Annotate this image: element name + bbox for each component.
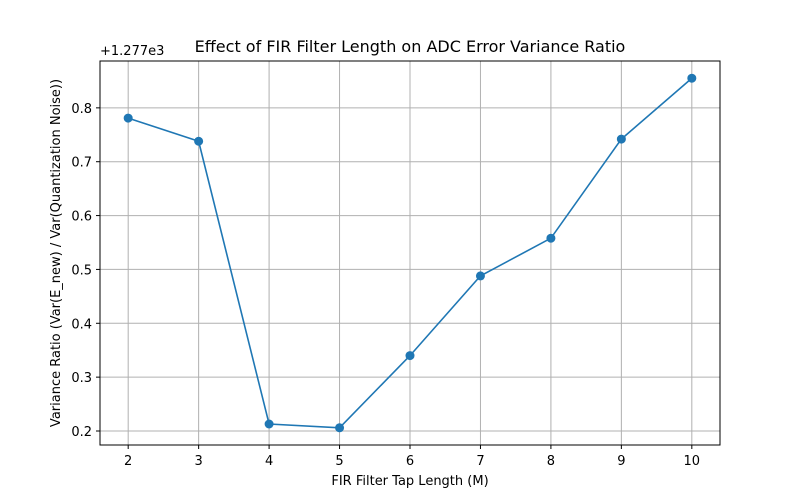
chart-title: Effect of FIR Filter Length on ADC Error… [195,37,626,56]
grid-lines [100,61,720,445]
x-tick-label: 8 [547,454,555,469]
x-tick-label: 3 [194,454,202,469]
x-tick-label: 5 [335,454,343,469]
x-tick-label: 7 [476,454,484,469]
y-tick-label: 0.3 [71,371,92,386]
x-tick-label: 6 [406,454,414,469]
data-points [123,73,697,433]
y-tick-label: 0.5 [71,263,92,278]
x-tick-label: 10 [684,454,701,469]
x-axis-ticks: 2 3 4 5 6 7 8 9 10 [124,445,700,469]
data-point [475,271,485,281]
data-point [335,423,345,433]
data-point [616,134,626,144]
y-tick-label: 0.2 [71,425,92,440]
data-point [405,351,415,361]
x-tick-label: 2 [124,454,132,469]
y-axis-offset-label: +1.277e3 [100,44,164,59]
y-tick-label: 0.4 [71,317,92,332]
y-axis-label: Variance Ratio (Var(E_new) / Var(Quantiz… [49,79,64,427]
x-tick-label: 4 [265,454,273,469]
data-point [123,113,133,123]
y-tick-label: 0.8 [71,102,92,117]
data-point [687,73,697,83]
data-point [194,136,204,146]
y-axis-ticks: 0.2 0.3 0.4 0.5 0.6 0.7 0.8 [71,102,100,440]
y-tick-label: 0.6 [71,210,92,225]
data-point [264,419,274,429]
y-tick-label: 0.7 [71,156,92,171]
data-point [546,233,556,243]
x-tick-label: 9 [617,454,625,469]
x-axis-label: FIR Filter Tap Length (M) [331,474,488,489]
